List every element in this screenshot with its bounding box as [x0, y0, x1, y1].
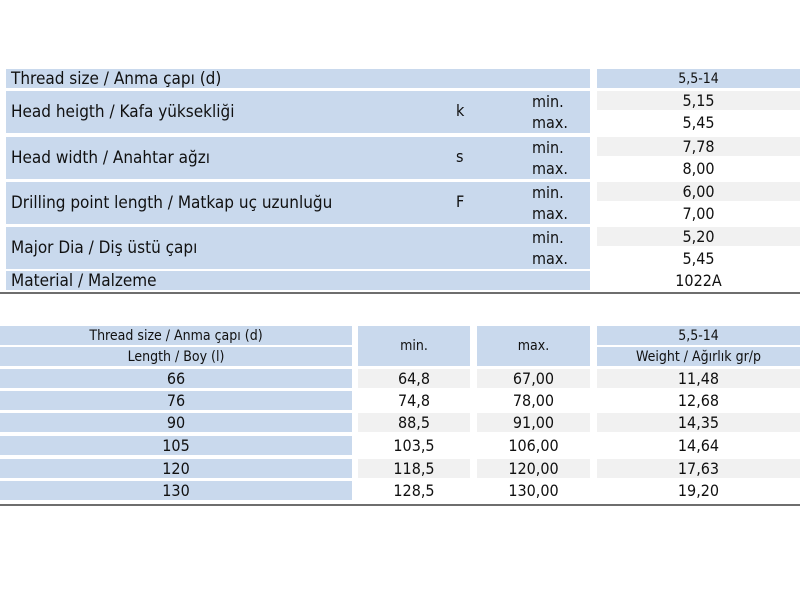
weight-cell: 14,64 — [597, 436, 800, 455]
weight-cell: 14,35 — [597, 413, 800, 432]
length-cell: 105 — [0, 436, 352, 455]
max-cell: 106,00 — [477, 436, 590, 455]
weight-cell: 17,63 — [597, 459, 800, 478]
min-value: 7,78 — [597, 137, 800, 156]
thread-size-value: 5,5-14 — [597, 69, 800, 88]
length-cell: 90 — [0, 413, 352, 432]
max-value: 7,00 — [597, 203, 800, 224]
thread-size-label: Thread size / Anma çapı (d) — [6, 69, 590, 89]
spec-symbol: k — [456, 101, 465, 120]
weight-cell: 11,48 — [597, 369, 800, 388]
max-label: max. — [532, 113, 568, 132]
max-label: max. — [532, 159, 568, 178]
max-cell: 91,00 — [477, 413, 590, 432]
min-label: min. — [532, 228, 564, 247]
spec-row-label: Drilling point length / Matkap uç uzunlu… — [6, 182, 590, 224]
length-cell: 120 — [0, 459, 352, 478]
weight-header: Weight / Ağırlık gr/p — [597, 347, 800, 366]
max-cell: 67,00 — [477, 369, 590, 388]
max-cell: 120,00 — [477, 459, 590, 478]
max-value: 5,45 — [597, 248, 800, 269]
min-cell: 74,8 — [358, 391, 470, 410]
min-value: 6,00 — [597, 182, 800, 201]
spec-symbol: s — [456, 147, 464, 166]
max-label: max. — [532, 249, 568, 268]
length-cell: 130 — [0, 481, 352, 500]
material-label: Material / Malzeme — [6, 271, 590, 291]
divider — [0, 504, 800, 506]
weight-cell: 12,68 — [597, 391, 800, 410]
spec-row-label: Head heigth / Kafa yüksekliği — [6, 91, 590, 133]
length-header: Length / Boy (l) — [0, 347, 352, 366]
thread-size-header: Thread size / Anma çapı (d) — [0, 326, 352, 345]
length-cell: 76 — [0, 391, 352, 410]
min-label: min. — [532, 183, 564, 202]
material-value: 1022A — [597, 271, 800, 290]
max-cell: 78,00 — [477, 391, 590, 410]
spec-row-label: Major Dia / Diş üstü çapı — [6, 227, 590, 269]
divider — [0, 292, 800, 294]
spec-row-label: Head width / Anahtar ağzı — [6, 137, 590, 179]
min-cell: 128,5 — [358, 481, 470, 500]
max-value: 5,45 — [597, 112, 800, 133]
min-cell: 64,8 — [358, 369, 470, 388]
min-cell: 118,5 — [358, 459, 470, 478]
max-header: max. — [477, 326, 590, 366]
min-cell: 88,5 — [358, 413, 470, 432]
max-cell: 130,00 — [477, 481, 590, 500]
weight-cell: 19,20 — [597, 481, 800, 500]
min-label: min. — [532, 138, 564, 157]
length-cell: 66 — [0, 369, 352, 388]
min-label: min. — [532, 92, 564, 111]
max-value: 8,00 — [597, 158, 800, 179]
min-value: 5,20 — [597, 227, 800, 246]
min-header: min. — [358, 326, 470, 366]
spec-symbol: F — [456, 192, 465, 211]
min-value: 5,15 — [597, 91, 800, 110]
min-cell: 103,5 — [358, 436, 470, 455]
size-header: 5,5-14 — [597, 326, 800, 345]
max-label: max. — [532, 204, 568, 223]
